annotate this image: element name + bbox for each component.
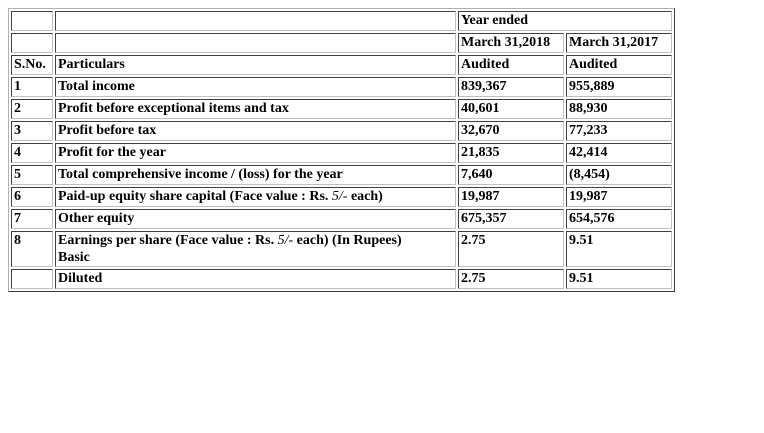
header-row-labels: S.No. Particulars Audited Audited [11,55,672,75]
eps-diluted-row: Diluted 2.75 9.51 [11,269,672,289]
eps-particulars: Earnings per share (Face value : Rs. 5/-… [55,231,456,267]
eps-row: 8 Earnings per share (Face value : Rs. 5… [11,231,672,267]
row-sno: 8 [11,231,53,267]
table-row: 3 Profit before tax 32,670 77,233 [11,121,672,141]
col-header-2018-status: Audited [458,55,564,75]
table-row: 6 Paid-up equity share capital (Face val… [11,187,672,207]
row-sno: 3 [11,121,53,141]
eps-basic-2018: 2.75 [458,231,564,267]
row-value-2017: 654,576 [566,209,672,229]
row-value-2017: 88,930 [566,99,672,119]
row-value-2017: 19,987 [566,187,672,207]
row-sno: 4 [11,143,53,163]
row-value-2018: 19,987 [458,187,564,207]
eps-diluted-2018: 2.75 [458,269,564,289]
col-header-2017-status: Audited [566,55,672,75]
row-value-2017: 77,233 [566,121,672,141]
row-sno: 5 [11,165,53,185]
face-value: 5/- [331,189,348,204]
row-sno: 1 [11,77,53,97]
empty-cell [11,269,53,289]
particulars-text: each) [347,189,383,204]
empty-cell [11,33,53,53]
row-sno: 6 [11,187,53,207]
col-header-2017-date: March 31,2017 [566,33,672,53]
empty-cell [11,11,53,31]
particulars-text: Paid-up equity share capital (Face value… [58,189,332,204]
row-particulars: Other equity [55,209,456,229]
row-particulars: Profit before tax [55,121,456,141]
row-value-2018: 40,601 [458,99,564,119]
row-value-2017: (8,454) [566,165,672,185]
eps-title: Earnings per share (Face value : Rs. 5/-… [58,232,453,249]
row-particulars: Profit for the year [55,143,456,163]
empty-cell [55,33,456,53]
row-particulars: Paid-up equity share capital (Face value… [55,187,456,207]
header-row-year-ended: Year ended [11,11,672,31]
row-value-2018: 21,835 [458,143,564,163]
row-particulars: Profit before exceptional items and tax [55,99,456,119]
header-row-dates: March 31,2018 March 31,2017 [11,33,672,53]
row-value-2018: 7,640 [458,165,564,185]
eps-diluted-2017: 9.51 [566,269,672,289]
particulars-header: Particulars [55,55,456,75]
table-row: 4 Profit for the year 21,835 42,414 [11,143,672,163]
row-value-2017: 955,889 [566,77,672,97]
row-value-2018: 675,357 [458,209,564,229]
row-sno: 7 [11,209,53,229]
row-particulars: Total income [55,77,456,97]
eps-title-text: each) (In Rupees) [293,233,402,248]
row-value-2018: 839,367 [458,77,564,97]
eps-title-text: Earnings per share (Face value : Rs. [58,233,278,248]
row-value-2018: 32,670 [458,121,564,141]
table-row: 1 Total income 839,367 955,889 [11,77,672,97]
col-header-2018-date: March 31,2018 [458,33,564,53]
empty-cell [55,11,456,31]
row-sno: 2 [11,99,53,119]
row-particulars: Total comprehensive income / (loss) for … [55,165,456,185]
year-ended-header: Year ended [458,11,672,31]
sno-header: S.No. [11,55,53,75]
eps-basic-label: Basic [58,250,90,265]
table-row: 2 Profit before exceptional items and ta… [11,99,672,119]
table-row: 7 Other equity 675,357 654,576 [11,209,672,229]
table-row: 5 Total comprehensive income / (loss) fo… [11,165,672,185]
row-value-2017: 42,414 [566,143,672,163]
face-value: 5/- [277,233,294,248]
eps-basic-2017: 9.51 [566,231,672,267]
financial-results-table: Year ended March 31,2018 March 31,2017 S… [8,8,675,292]
eps-diluted-label: Diluted [55,269,456,289]
